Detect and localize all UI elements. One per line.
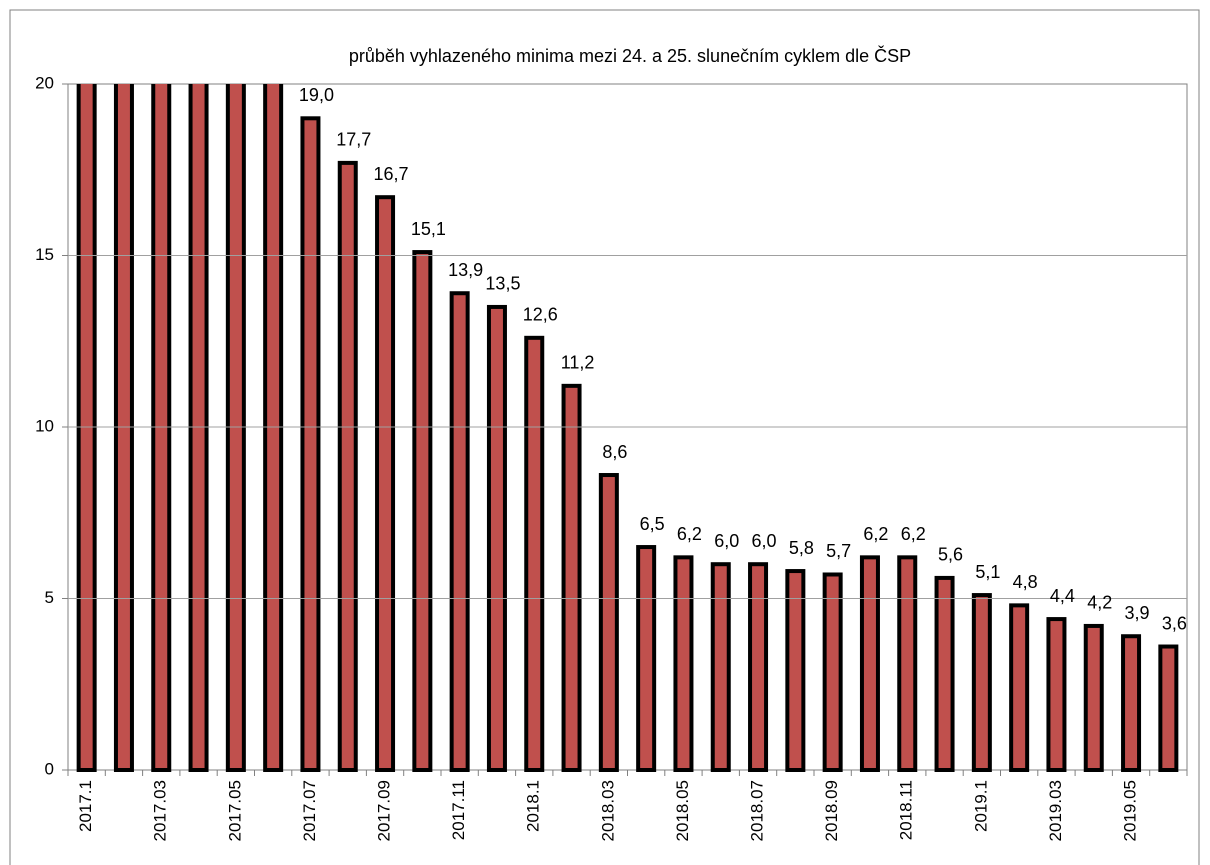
bar — [897, 555, 918, 773]
x-tick-label: 2019.03 — [1046, 780, 1065, 841]
value-label: 12,6 — [523, 305, 558, 325]
bar — [785, 569, 806, 772]
x-tick-label: 2017.07 — [300, 780, 319, 841]
value-label: 6,2 — [863, 524, 888, 544]
x-tick-label: 2018.09 — [822, 780, 841, 841]
bar — [1009, 603, 1030, 772]
bar — [225, 84, 246, 773]
bar — [971, 593, 992, 772]
x-tick-label: 2017.09 — [375, 780, 394, 841]
value-label: 5,6 — [938, 545, 963, 565]
bar — [524, 335, 545, 772]
bar — [822, 572, 843, 772]
y-tick-label: 20 — [35, 73, 54, 92]
bar — [337, 160, 358, 772]
bar — [636, 545, 657, 772]
x-tick-label: 2019.1 — [971, 780, 990, 832]
value-label: 6,0 — [752, 531, 777, 551]
bar — [710, 562, 731, 773]
value-label: 6,2 — [901, 524, 926, 544]
x-tick-label: 2017.03 — [151, 780, 170, 841]
value-label: 3,9 — [1125, 603, 1150, 623]
y-tick-label: 10 — [35, 416, 54, 435]
value-label: 5,1 — [975, 562, 1000, 582]
bar — [486, 304, 507, 772]
bar — [859, 555, 880, 773]
value-label: 5,8 — [789, 538, 814, 558]
bar — [673, 555, 694, 773]
value-label: 3,6 — [1162, 613, 1187, 633]
value-label: 6,2 — [677, 524, 702, 544]
x-tick-label: 2017.1 — [76, 780, 95, 832]
value-label: 13,9 — [448, 260, 483, 280]
value-label: 6,0 — [714, 531, 739, 551]
x-tick-label: 2018.05 — [673, 780, 692, 841]
bar — [76, 84, 97, 773]
value-label: 16,7 — [374, 164, 409, 184]
bar — [300, 116, 321, 773]
bar — [188, 84, 209, 772]
value-label: 5,7 — [826, 541, 851, 561]
y-tick-label: 5 — [45, 588, 54, 607]
bar — [412, 250, 433, 772]
value-label: 15,1 — [411, 219, 446, 239]
value-label: 19,0 — [299, 85, 334, 105]
bar — [449, 291, 470, 772]
bar — [561, 383, 582, 772]
value-label: 11,2 — [561, 353, 595, 373]
value-label: 17,7 — [336, 130, 371, 150]
value-label: 4,8 — [1013, 572, 1038, 592]
bar — [1046, 617, 1067, 773]
value-label: 8,6 — [602, 442, 627, 462]
y-tick-label: 0 — [45, 759, 54, 778]
bar — [1121, 634, 1142, 772]
value-label: 13,5 — [485, 274, 520, 294]
x-tick-label: 2017.05 — [225, 780, 244, 841]
x-tick-label: 2018.11 — [897, 780, 916, 840]
x-tick-label: 2018.07 — [748, 780, 767, 841]
bar — [748, 562, 769, 773]
value-label: 4,4 — [1050, 586, 1075, 606]
x-tick-label: 2018.1 — [524, 780, 543, 832]
bar — [598, 473, 619, 772]
bar — [375, 195, 396, 772]
chart-title: průběh vyhlazeného minima mezi 24. a 25.… — [349, 45, 911, 66]
x-tick-label: 2019.05 — [1121, 780, 1140, 841]
x-tick-label: 2018.03 — [598, 780, 617, 841]
value-label: 6,5 — [640, 514, 665, 534]
bar — [151, 84, 172, 773]
y-tick-label: 15 — [35, 245, 54, 264]
bar — [1158, 644, 1179, 773]
bar — [263, 84, 284, 773]
bar — [113, 84, 134, 772]
x-tick-label: 2017.11 — [449, 780, 468, 840]
bar — [1083, 623, 1104, 772]
bar — [934, 575, 955, 772]
value-label: 4,2 — [1087, 593, 1112, 613]
